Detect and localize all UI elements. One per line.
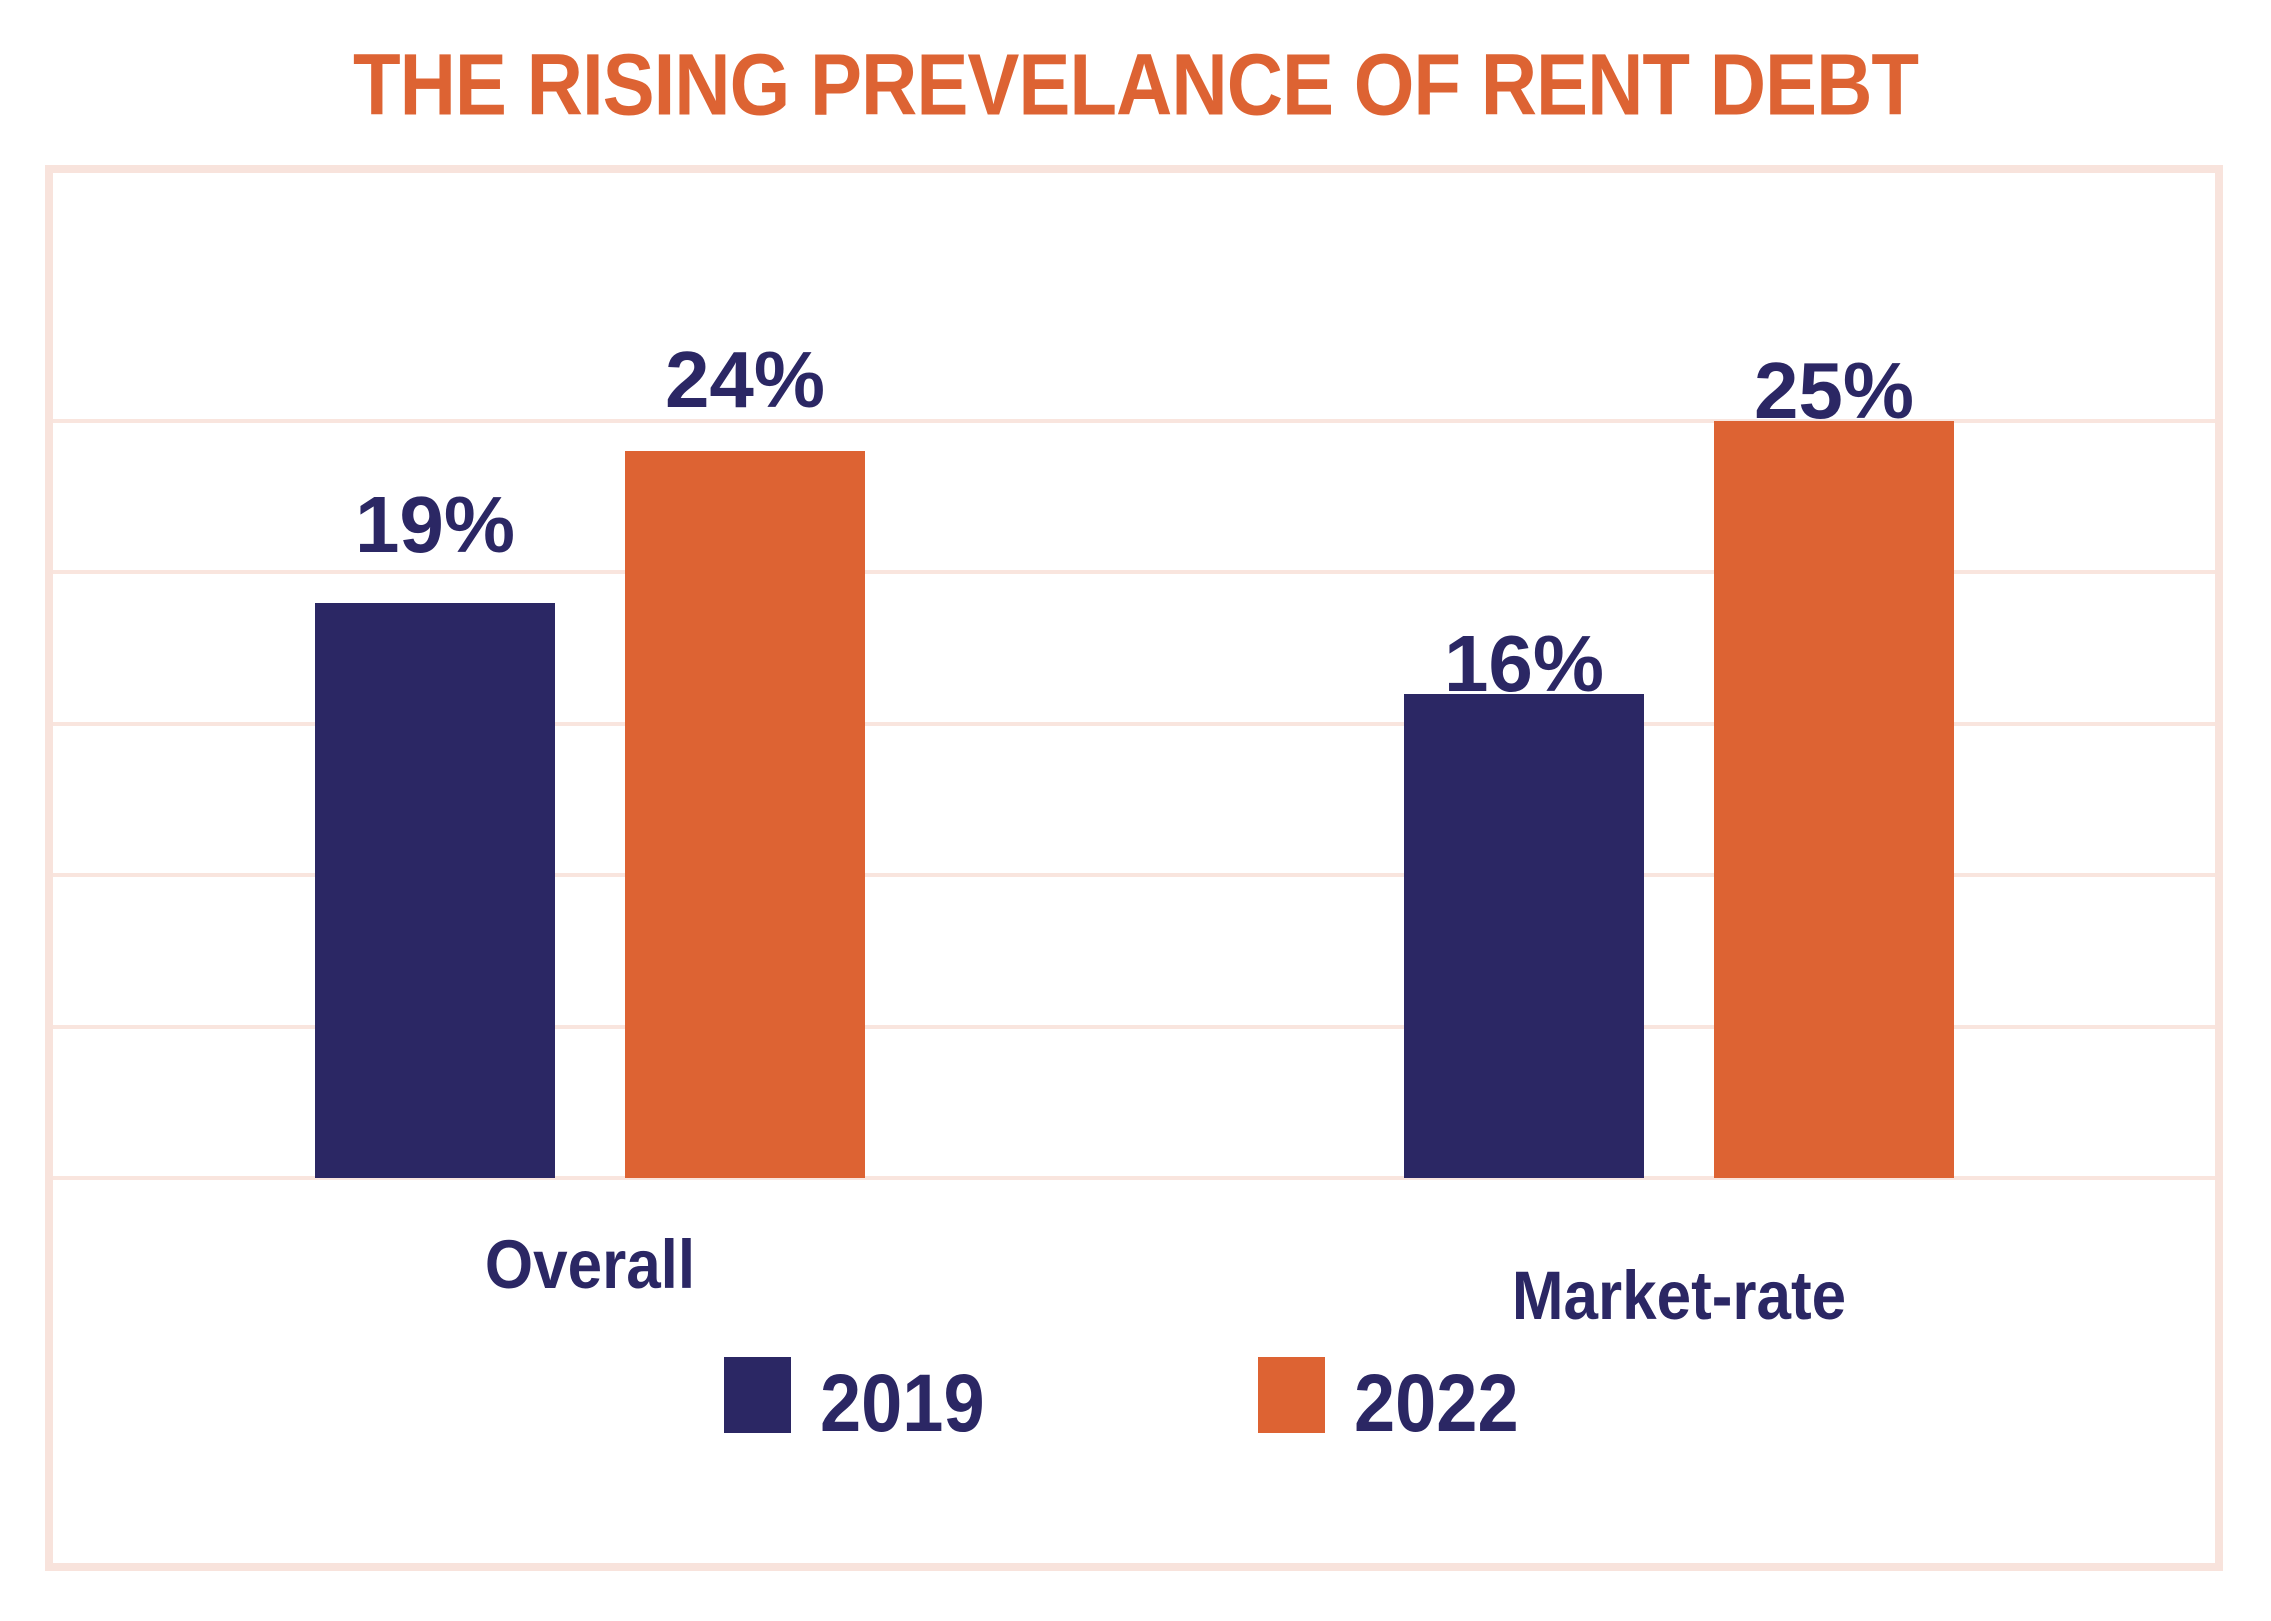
category-label-market-rate: Market-rate	[1379, 1262, 1979, 1330]
value-label-2022-market-rate: 25%	[1753, 346, 1915, 435]
category-label-text-market-rate: Market-rate	[1511, 1258, 1847, 1335]
chart-title: THE RISING PREVELANCE OF RENT DEBT	[0, 34, 2271, 134]
bar-2022-market-rate	[1714, 421, 1954, 1178]
category-label-overall: Overall	[290, 1231, 890, 1299]
legend-swatch-2022	[1258, 1357, 1325, 1433]
category-label-text-overall: Overall	[484, 1227, 696, 1304]
value-label-2022-overall: 24%	[664, 335, 826, 425]
bar-2019-market-rate	[1404, 693, 1644, 1178]
legend-label-text-2019: 2019	[820, 1357, 985, 1449]
gridline-15pct	[53, 721, 2215, 726]
legend-label-2022: 2022	[1354, 1362, 1519, 1443]
gridline-0pct	[53, 1176, 2215, 1180]
legend-label-text-2022: 2022	[1354, 1357, 1519, 1449]
value-label-2019-overall: 19%	[354, 479, 516, 569]
gridline-5pct	[53, 1024, 2215, 1029]
chart-title-text: THE RISING PREVELANCE OF RENT DEBT	[352, 35, 1919, 134]
gridline-25pct	[53, 419, 2215, 423]
bar-2022-overall	[625, 451, 865, 1178]
legend-swatch-2019	[724, 1357, 791, 1433]
gridline-20pct	[53, 570, 2215, 575]
value-label-2019-market-rate: 16%	[1443, 618, 1605, 708]
bar-2019-overall	[315, 602, 555, 1178]
legend-label-2019: 2019	[820, 1362, 985, 1443]
gridline-10pct	[53, 873, 2215, 878]
